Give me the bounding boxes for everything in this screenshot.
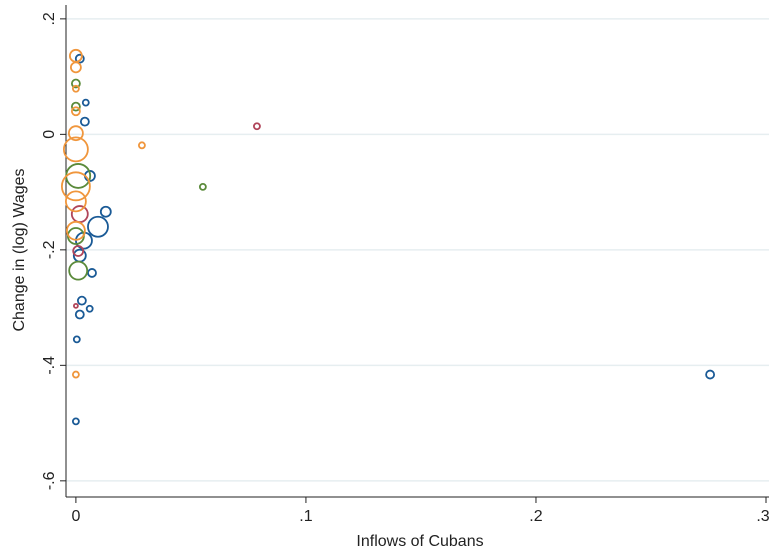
point [70,101,81,112]
point [72,245,85,257]
x-tick-label: .1 [299,508,312,525]
point [72,302,79,309]
y-tick-label: -.4 [41,356,58,375]
point [69,61,82,74]
point [87,215,109,238]
point [74,53,85,64]
point [705,369,716,380]
point [253,122,261,131]
point [62,136,89,163]
y-tick-label: .2 [41,12,58,25]
x-tick-label: .3 [756,508,769,525]
point [70,106,81,117]
point [70,78,81,89]
point [71,84,80,93]
y-tick-label: 0 [41,130,58,139]
point [65,220,86,241]
point [138,141,146,150]
x-axis-title: Inflows of Cubans [356,533,483,550]
point [198,183,207,191]
point [65,163,92,189]
point [72,335,81,344]
point [60,171,91,202]
point [87,268,97,278]
point [64,190,87,213]
point [76,295,87,306]
point [70,205,89,223]
point [81,98,90,107]
point [99,205,112,218]
point [85,304,94,313]
point [68,260,89,281]
x-tick-label: .2 [529,508,542,525]
y-tick-label: -.6 [41,471,58,490]
y-tick-label: -.2 [41,240,58,259]
point [74,309,85,320]
point [71,417,80,426]
point [67,125,84,142]
point [71,370,80,379]
point [79,116,90,127]
y-axis-title: Change in (log) Wages [11,168,28,331]
x-tick-label: 0 [71,508,80,525]
